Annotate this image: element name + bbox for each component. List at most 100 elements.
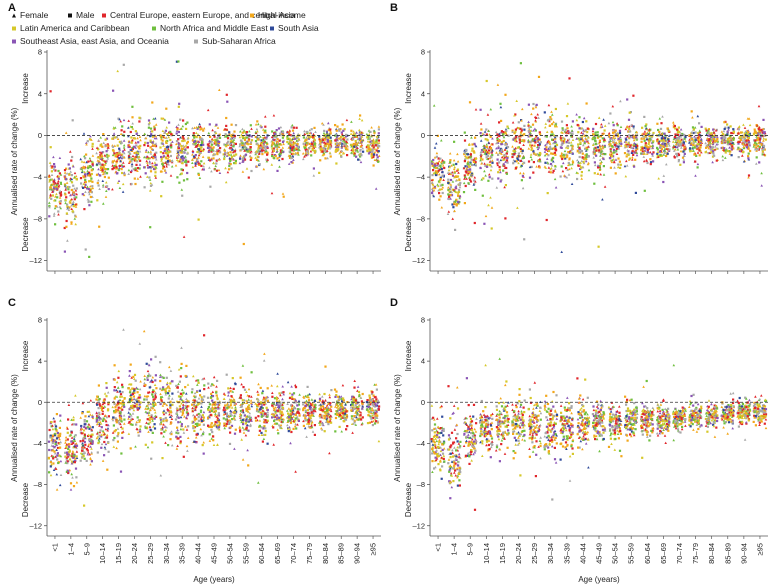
- data-point: [610, 137, 613, 140]
- data-point: [374, 144, 377, 147]
- data-point: [181, 158, 184, 161]
- data-point: [560, 138, 563, 142]
- data-point: [138, 135, 142, 138]
- data-point: [238, 161, 242, 165]
- data-point: [693, 153, 696, 156]
- data-point: [307, 137, 311, 140]
- data-point: [618, 129, 622, 132]
- data-point: [134, 156, 137, 159]
- data-point: [649, 145, 652, 148]
- data-point: [215, 169, 219, 172]
- data-point: [259, 135, 262, 138]
- data-point: [293, 148, 296, 152]
- data-point: [611, 152, 614, 155]
- data-point: [617, 137, 620, 141]
- data-point: [455, 175, 458, 178]
- data-point: [169, 130, 172, 133]
- data-point: [633, 136, 637, 140]
- data-point: [611, 145, 614, 148]
- data-point: [714, 129, 718, 132]
- data-point: [518, 141, 521, 144]
- data-point: [163, 118, 167, 121]
- data-point: [754, 142, 757, 145]
- data-point: [618, 131, 622, 135]
- data-point: [72, 165, 75, 168]
- data-point: [519, 127, 522, 130]
- data-point: [368, 137, 371, 140]
- data-point: [579, 167, 582, 171]
- data-point: [515, 139, 518, 143]
- data-point: [59, 181, 62, 184]
- data-point: [454, 184, 458, 188]
- data-point: [474, 136, 477, 139]
- data-point: [535, 134, 538, 138]
- data-point: [747, 131, 750, 134]
- data-point: [105, 382, 108, 385]
- data-point: [617, 157, 620, 160]
- data-point: [146, 155, 149, 158]
- data-point: [197, 172, 200, 175]
- data-point: [367, 135, 370, 138]
- data-point: [503, 166, 507, 169]
- data-point: [98, 157, 102, 160]
- data-point: [645, 138, 649, 141]
- data-point: [321, 138, 325, 141]
- data-point: [538, 131, 541, 134]
- data-point: [72, 445, 75, 449]
- data-point: [128, 160, 132, 163]
- data-point: [105, 423, 108, 427]
- data-point: [454, 179, 458, 182]
- data-point: [545, 146, 548, 149]
- data-point: [663, 132, 666, 135]
- data-point: [600, 125, 604, 128]
- data-point: [616, 124, 619, 127]
- data-point: [532, 151, 536, 155]
- data-point: [57, 169, 60, 173]
- data-point: [279, 134, 282, 137]
- data-point: [712, 150, 715, 153]
- data-point: [464, 184, 467, 188]
- data-point: [97, 167, 100, 171]
- data-point: [581, 152, 584, 155]
- data-point: [456, 168, 460, 171]
- data-point: [515, 135, 518, 138]
- data-point: [306, 141, 309, 144]
- data-point: [662, 180, 665, 184]
- data-point: [329, 155, 332, 158]
- data-point: [258, 163, 261, 166]
- data-point: [117, 153, 120, 156]
- data-point: [731, 141, 734, 145]
- data-point: [597, 245, 600, 248]
- data-point: [95, 146, 99, 149]
- data-point: [338, 142, 341, 145]
- data-point: [366, 137, 370, 140]
- data-point: [763, 148, 766, 151]
- data-point: [101, 179, 105, 182]
- data-point: [224, 166, 227, 170]
- data-point: [130, 162, 134, 166]
- data-point: [82, 166, 85, 169]
- data-point: [73, 435, 76, 438]
- data-point: [202, 165, 205, 168]
- data-point: [195, 158, 199, 161]
- data-point: [359, 145, 362, 148]
- data-point: [730, 147, 733, 151]
- data-point: [643, 146, 646, 149]
- data-point: [247, 143, 250, 146]
- data-point: [161, 139, 164, 142]
- data-point: [517, 121, 520, 124]
- data-point: [86, 198, 90, 201]
- data-point: [312, 136, 315, 139]
- data-point: [666, 140, 670, 144]
- data-point: [635, 130, 639, 134]
- data-point: [626, 148, 629, 152]
- data-point: [80, 427, 84, 430]
- data-point: [255, 164, 259, 168]
- x-tick-label: 55–59: [241, 543, 250, 564]
- data-point: [303, 132, 307, 136]
- data-point: [180, 168, 183, 171]
- x-tick-label: 15–19: [114, 543, 123, 564]
- data-point: [619, 125, 623, 128]
- data-point: [88, 180, 91, 183]
- data-point: [729, 142, 732, 145]
